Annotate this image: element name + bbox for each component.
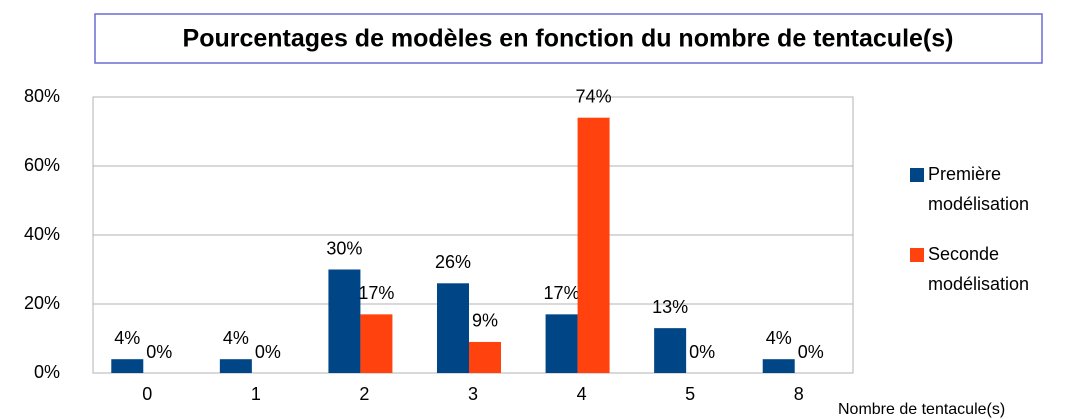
data-label: 0% [146,342,172,362]
x-tick-label: 3 [468,384,478,404]
bar [360,314,393,373]
bar [545,314,578,373]
bar [219,359,252,373]
x-axis-title: Nombre de tentacule(s) [838,401,1005,418]
data-label: 17% [358,283,394,303]
y-tick-label: 20% [24,293,60,313]
legend-entry: Première modélisation [928,164,1030,214]
bar [437,283,469,373]
legend-label: Première modélisation [928,164,1030,214]
data-label: 4% [223,328,249,348]
bar [328,269,361,373]
x-tick-label: 2 [359,384,369,404]
data-label: 74% [576,86,612,106]
data-label: 26% [435,252,471,272]
x-tick-label: 5 [685,384,695,404]
data-label: 9% [472,311,498,331]
x-tick-label: 1 [251,384,261,404]
legend-swatch [910,168,924,182]
legend-swatch [910,248,924,262]
chart-title: Pourcentages de modèles en fonction du n… [183,25,954,53]
y-tick-label: 80% [24,86,60,106]
x-tick-label: 0 [142,384,152,404]
bar [469,341,501,373]
data-label: 4% [114,328,140,348]
x-tick-label: 4 [577,384,587,404]
title-box [94,13,1043,64]
bar [762,359,795,373]
data-label: 0% [689,342,715,362]
bar [577,117,610,373]
data-label: 0% [798,342,824,362]
x-tick-label: 8 [794,384,804,404]
bar [654,328,687,373]
data-label: 13% [652,297,688,317]
y-tick-label: 60% [24,155,60,175]
y-tick-label: 40% [24,224,60,244]
data-label: 0% [255,342,281,362]
data-label: 17% [544,283,580,303]
legend-entry: Seconde modélisation [928,244,1030,294]
data-label: 30% [326,238,362,258]
bar [111,359,144,373]
legend-label: Seconde modélisation [928,244,1030,294]
data-label: 4% [766,328,792,348]
y-tick-label: 0% [34,362,60,382]
